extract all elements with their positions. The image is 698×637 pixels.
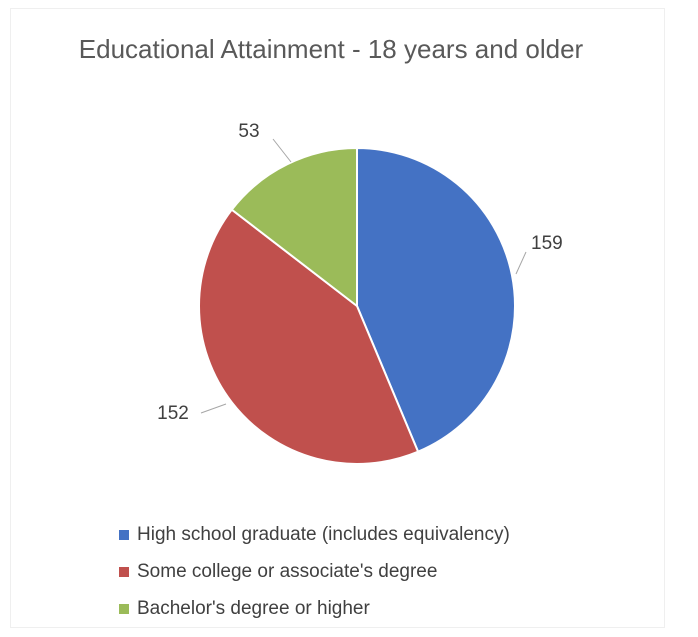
- slice-some-college: [198, 208, 420, 465]
- chart-area: Educational Attainment - 18 years and ol…: [10, 8, 665, 628]
- leader-line: [515, 251, 527, 275]
- legend-label: High school graduate (includes equivalen…: [137, 523, 510, 545]
- legend-item-some-college: Some college or associate's degree: [119, 553, 510, 590]
- legend-swatch: [119, 529, 129, 540]
- slice-bachelors: [230, 146, 358, 309]
- legend: High school graduate (includes equivalen…: [119, 516, 510, 627]
- pie-chart: 159 152 53: [157, 121, 563, 465]
- leader-line: [272, 138, 292, 163]
- legend-label: Bachelor's degree or higher: [137, 597, 370, 619]
- chart-title: Educational Attainment - 18 years and ol…: [78, 34, 584, 64]
- legend-swatch: [119, 566, 129, 577]
- legend-swatch: [119, 603, 129, 614]
- legend-item-bachelors: Bachelor's degree or higher: [119, 590, 510, 627]
- leader-line: [200, 403, 227, 414]
- data-label: 53: [238, 121, 259, 142]
- data-label: 159: [531, 233, 563, 254]
- legend-label: Some college or associate's degree: [137, 560, 438, 582]
- data-label: 152: [157, 403, 189, 424]
- slice-high-school: [356, 146, 516, 454]
- legend-item-high-school: High school graduate (includes equivalen…: [119, 516, 510, 553]
